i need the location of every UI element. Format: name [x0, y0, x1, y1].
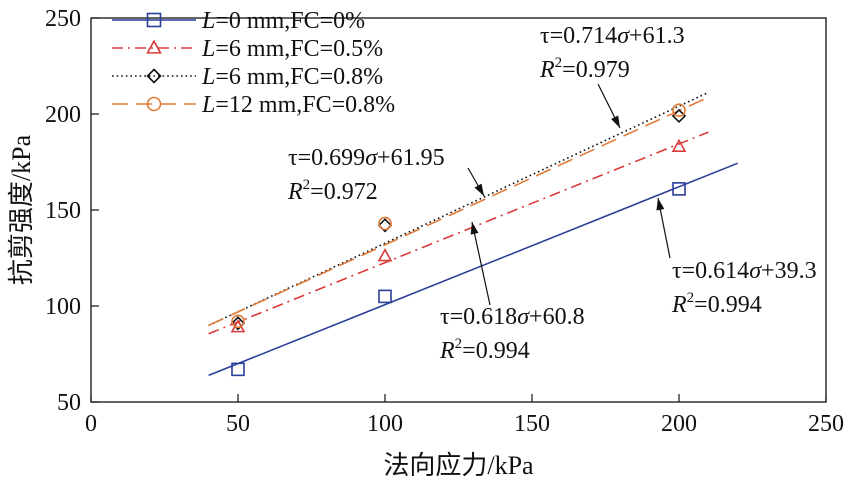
- plot-area: [208, 83, 739, 377]
- arrow-head: [656, 198, 665, 211]
- fit-line: [208, 96, 709, 327]
- r-squared: R2=0.979: [539, 55, 630, 83]
- fit-line: [208, 162, 739, 377]
- x-tick-label: 200: [661, 411, 697, 437]
- r-squared: R2=0.972: [287, 177, 378, 205]
- fit-lines: [208, 91, 739, 377]
- arrow-head: [611, 115, 620, 128]
- circle-marker: [146, 96, 162, 112]
- x-axis-ticks: 0 50 100 150 200 250: [85, 394, 844, 437]
- circle-marker: [672, 103, 686, 117]
- fit-equation-annotations: τ=0.714σ+61.3 R2=0.979 τ=0.699σ+61.95 R2=0.…: [287, 23, 817, 364]
- r-squared: R2=0.994: [439, 336, 530, 364]
- legend-label: L=6 mm,FC=0.8%: [201, 64, 383, 90]
- arrow-shaft: [471, 221, 491, 306]
- circle-marker: [378, 216, 392, 231]
- x-tick-label: 250: [808, 411, 844, 437]
- y-tick-label: 250: [45, 6, 81, 32]
- square-marker: [231, 362, 245, 377]
- legend-label: L=6 mm,FC=0.5%: [201, 36, 383, 62]
- legend-label: L=12 mm,FC=0.8%: [201, 92, 395, 118]
- y-tick-label: 100: [45, 294, 81, 320]
- square-marker: [146, 12, 162, 28]
- y-axis-label: 抗剪强度/kPa: [7, 134, 36, 285]
- diamond-marker: [146, 68, 162, 84]
- square-marker: [672, 182, 686, 196]
- arrow-head: [474, 183, 484, 196]
- fit-equation: τ=0.699σ+61.95: [288, 145, 445, 171]
- triangle-marker: [146, 39, 162, 54]
- y-axis-ticks: 50 100 150 200 250: [45, 6, 99, 416]
- data-markers: [230, 103, 687, 377]
- x-tick-label: 150: [514, 411, 550, 437]
- y-tick-label: 150: [45, 198, 81, 224]
- x-tick-label: 50: [226, 411, 250, 437]
- diamond-marker: [377, 218, 393, 233]
- fit-equation: τ=0.714σ+61.3: [540, 23, 685, 49]
- triangle-marker: [671, 138, 687, 152]
- legend: L=0 mm,FC=0%L=6 mm,FC=0.5%L=6 mm,FC=0.8%…: [112, 8, 395, 118]
- x-tick-label: 100: [367, 411, 403, 437]
- y-tick-label: 50: [57, 390, 81, 416]
- fit-equation: τ=0.614σ+39.3: [672, 258, 817, 284]
- arrow-head: [470, 222, 479, 235]
- square-marker: [378, 289, 392, 304]
- fit-equation: τ=0.618σ+60.8: [440, 304, 585, 330]
- circle-marker: [231, 314, 245, 329]
- annotation-arrows: [467, 83, 671, 306]
- x-tick-label: 0: [85, 411, 97, 437]
- legend-label: L=0 mm,FC=0%: [201, 8, 365, 34]
- triangle-marker: [377, 248, 393, 262]
- r-squared: R2=0.994: [671, 290, 762, 318]
- fit-line: [208, 131, 709, 335]
- diamond-marker: [230, 316, 246, 331]
- y-tick-label: 200: [45, 102, 81, 128]
- x-axis-label: 法向应力/kPa: [383, 451, 534, 480]
